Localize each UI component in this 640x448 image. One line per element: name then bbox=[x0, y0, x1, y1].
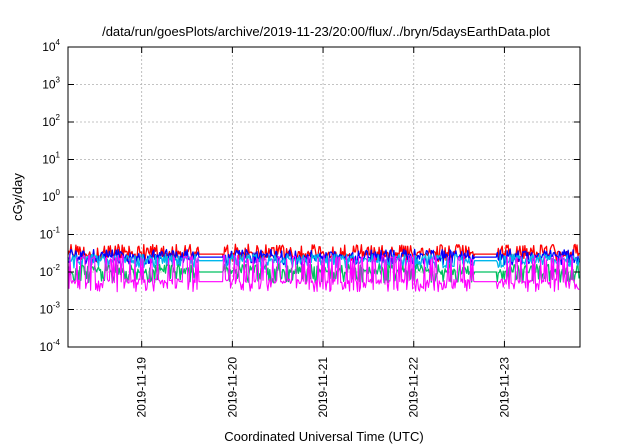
x-axis-label: Coordinated Universal Time (UTC) bbox=[224, 429, 423, 444]
y-tick-label: 10-2 bbox=[40, 263, 61, 279]
y-tick-label: 103 bbox=[42, 76, 60, 92]
series-layer bbox=[67, 243, 580, 293]
y-tick-label: 100 bbox=[42, 188, 60, 204]
y-tick-label: 10-4 bbox=[40, 338, 61, 354]
gridlines bbox=[68, 47, 580, 347]
x-tick-label: 2019-11-20 bbox=[225, 357, 239, 418]
y-tick-label: 104 bbox=[42, 38, 60, 54]
ticks: 10-4 10-3 10-2 10-1 100 101 102 103 104 2019-11-1… bbox=[40, 38, 580, 418]
y-tick-label: 101 bbox=[42, 151, 60, 167]
x-tick-label: 2019-11-19 bbox=[135, 357, 149, 418]
y-tick-label: 10-1 bbox=[40, 226, 61, 242]
y-tick-label: 10-3 bbox=[40, 301, 61, 317]
y-axis-label: cGy/day bbox=[10, 173, 25, 221]
chart-title: /data/run/goesPlots/archive/2019-11-23/2… bbox=[102, 24, 550, 39]
x-tick-label: 2019-11-23 bbox=[497, 357, 511, 418]
y-tick-label: 102 bbox=[42, 113, 60, 129]
x-tick-label: 2019-11-21 bbox=[316, 357, 330, 418]
series-line-5 bbox=[67, 254, 580, 293]
x-tick-label: 2019-11-22 bbox=[407, 357, 421, 418]
